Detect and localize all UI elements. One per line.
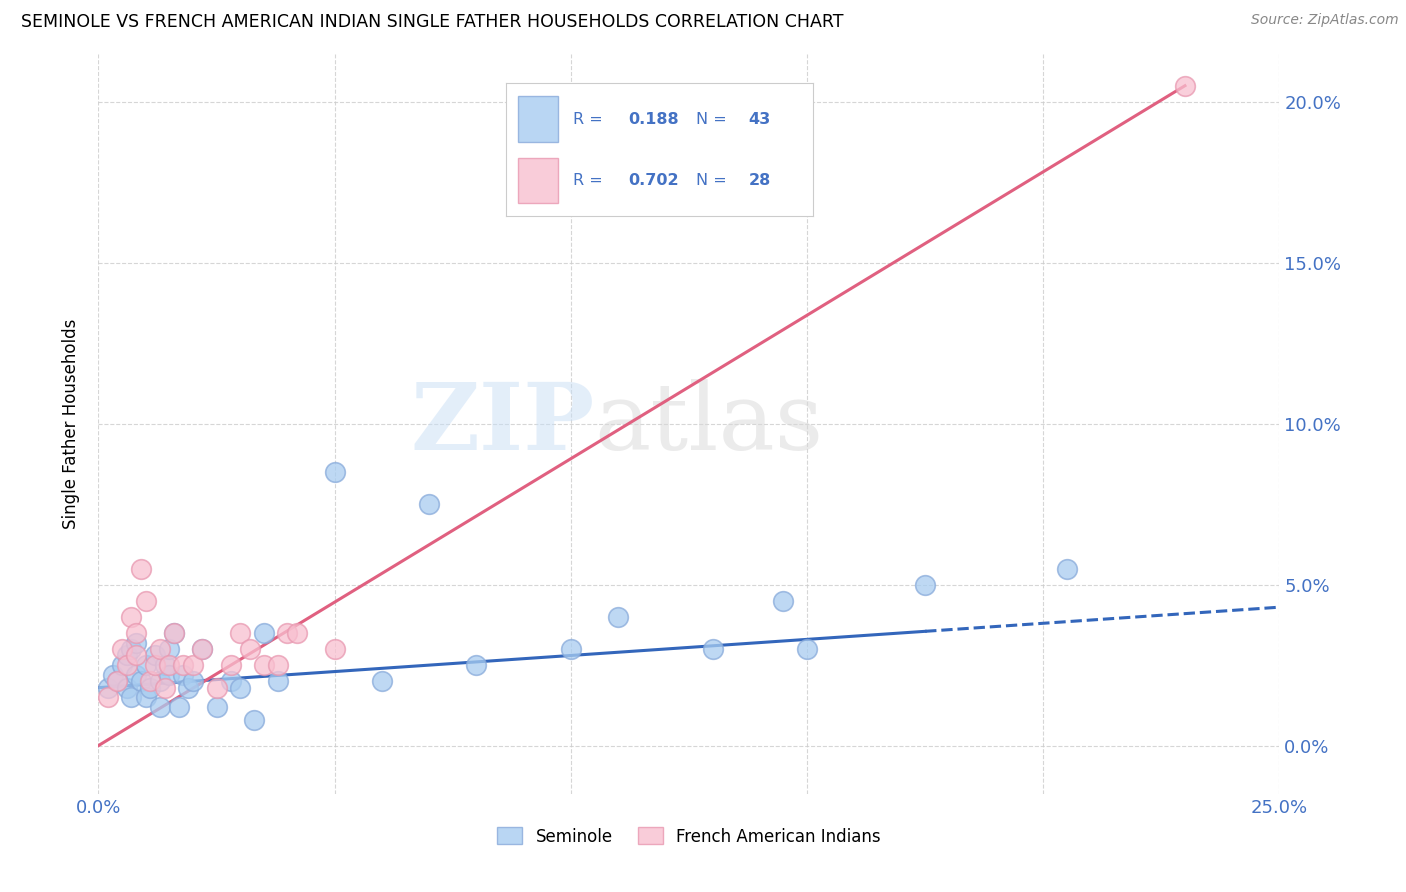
Point	[267, 674, 290, 689]
Point	[177, 681, 200, 695]
Point	[229, 681, 252, 695]
Point	[163, 626, 186, 640]
Point	[167, 700, 190, 714]
Point	[149, 674, 172, 689]
Point	[135, 658, 157, 673]
Point	[157, 667, 180, 681]
Point	[253, 626, 276, 640]
Point	[143, 658, 166, 673]
Point	[796, 642, 818, 657]
Point	[219, 674, 242, 689]
Point	[219, 658, 242, 673]
Point	[181, 658, 204, 673]
Point	[125, 635, 148, 649]
Point	[191, 642, 214, 657]
Point	[97, 681, 120, 695]
Point	[914, 577, 936, 591]
Point	[267, 658, 290, 673]
Point	[149, 642, 172, 657]
Point	[157, 642, 180, 657]
Point	[371, 674, 394, 689]
Point	[205, 700, 228, 714]
Point	[129, 561, 152, 575]
Point	[121, 642, 143, 657]
Point	[115, 648, 138, 663]
Point	[121, 610, 143, 624]
Point	[143, 648, 166, 663]
Point	[285, 626, 308, 640]
Point	[418, 497, 440, 511]
Point	[205, 681, 228, 695]
Point	[181, 674, 204, 689]
Point	[229, 626, 252, 640]
Point	[243, 713, 266, 727]
Point	[121, 690, 143, 705]
Point	[253, 658, 276, 673]
Point	[172, 667, 194, 681]
Point	[97, 690, 120, 705]
Point	[153, 681, 176, 695]
Point	[139, 674, 162, 689]
Point	[125, 626, 148, 640]
Point	[772, 593, 794, 607]
Point	[105, 674, 128, 689]
Point	[101, 667, 124, 681]
Text: atlas: atlas	[595, 379, 824, 468]
Point	[607, 610, 630, 624]
Point	[191, 642, 214, 657]
Text: ZIP: ZIP	[411, 379, 595, 468]
Point	[125, 648, 148, 663]
Point	[239, 642, 262, 657]
Point	[135, 593, 157, 607]
Point	[1056, 561, 1078, 575]
Point	[465, 658, 488, 673]
Point	[115, 658, 138, 673]
Point	[139, 681, 162, 695]
Point	[149, 700, 172, 714]
Legend: Seminole, French American Indians: Seminole, French American Indians	[491, 821, 887, 852]
Point	[125, 667, 148, 681]
Point	[560, 642, 582, 657]
Y-axis label: Single Father Households: Single Father Households	[62, 318, 80, 529]
Point	[115, 681, 138, 695]
Point	[172, 658, 194, 673]
Point	[702, 642, 724, 657]
Point	[1174, 78, 1197, 93]
Text: SEMINOLE VS FRENCH AMERICAN INDIAN SINGLE FATHER HOUSEHOLDS CORRELATION CHART: SEMINOLE VS FRENCH AMERICAN INDIAN SINGL…	[21, 13, 844, 31]
Point	[111, 642, 134, 657]
Point	[323, 642, 346, 657]
Point	[105, 674, 128, 689]
Point	[135, 690, 157, 705]
Point	[111, 658, 134, 673]
Point	[129, 674, 152, 689]
Point	[276, 626, 298, 640]
Point	[153, 658, 176, 673]
Point	[323, 465, 346, 479]
Point	[157, 658, 180, 673]
Point	[163, 626, 186, 640]
Text: Source: ZipAtlas.com: Source: ZipAtlas.com	[1251, 13, 1399, 28]
